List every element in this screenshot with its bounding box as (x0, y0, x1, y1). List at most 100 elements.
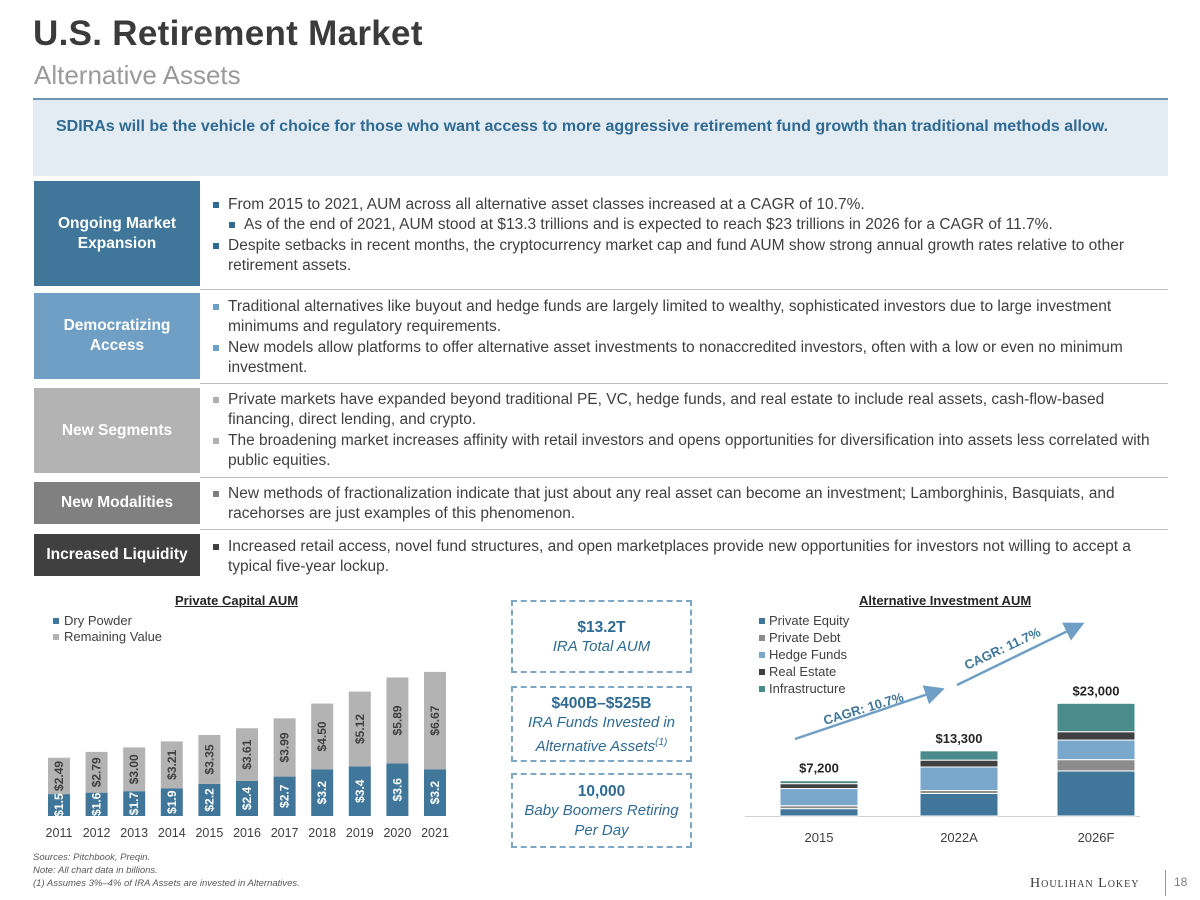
alternative-investment-chart: Private Equity Private Debt Hedge Funds Rea… (745, 613, 1140, 845)
legend-swatch (759, 669, 765, 675)
bar-dry-powder (85, 792, 108, 816)
stat-value: $13.2T (577, 619, 626, 636)
data-label: $3.6 (390, 778, 404, 802)
x-tick-label: 2017 (271, 826, 299, 840)
row-text-new-segments: Private markets have expanded beyond tra… (212, 390, 1162, 471)
page-subtitle: Alternative Assets (34, 60, 241, 90)
bar-dry-powder (48, 794, 70, 816)
x-tick-label: 2021 (421, 826, 449, 840)
row-text-new-modalities: New methods of fractionalization indicat… (212, 484, 1162, 525)
data-label: $2.2 (202, 788, 216, 812)
bar-remaining-value (424, 671, 446, 770)
legend-label: Infrastructure (769, 681, 846, 696)
row-label-increased-liquidity: Increased Liquidity (34, 534, 200, 576)
page-title: U.S. Retirement Market (33, 14, 423, 53)
page-number: 18 (1174, 875, 1188, 889)
x-tick-label: 2015 (805, 830, 834, 845)
data-label: $4.50 (315, 721, 329, 751)
data-label: $1.5 (52, 793, 66, 817)
data-label: $3.2 (315, 781, 329, 805)
bar-remaining-value (236, 728, 258, 781)
row-divider (200, 383, 1168, 384)
cagr-arrow (956, 622, 1085, 687)
bar-remaining-value (123, 747, 146, 792)
x-tick-label: 2019 (346, 826, 374, 840)
legend-swatch (759, 686, 765, 692)
x-tick-label: 2012 (83, 826, 111, 840)
stat-label: IRA Funds Invested in Alternative Assets (527, 714, 676, 755)
bar-segment (919, 766, 999, 792)
data-label: $3.35 (202, 744, 216, 774)
x-tick-label: 2020 (383, 826, 411, 840)
legend-label: Real Estate (769, 664, 836, 679)
bullet: Despite setbacks in recent months, the c… (212, 236, 1162, 277)
bar-segment (1056, 739, 1136, 761)
bar-remaining-value (273, 718, 296, 777)
bar-segment (919, 750, 999, 761)
bar-remaining-value (198, 734, 221, 784)
bar-dry-powder (348, 766, 371, 816)
total-label: $7,200 (799, 761, 839, 776)
row-text-market-expansion: From 2015 to 2021, AUM across all altern… (212, 195, 1162, 276)
bullet: From 2015 to 2021, AUM across all altern… (212, 195, 1162, 215)
bar-dry-powder (198, 783, 221, 816)
data-label: $1.9 (165, 790, 179, 814)
stat-box-ira-aum: $13.2T IRA Total AUM (511, 600, 692, 673)
x-tick-label: 2014 (158, 826, 186, 840)
chart-title-private-capital: Private Capital AUM (175, 593, 299, 608)
legend-label: Hedge Funds (769, 647, 848, 662)
bar-segment (919, 792, 999, 817)
bar-segment (779, 780, 859, 785)
data-label: $3.2 (428, 781, 442, 805)
bar-segment (1056, 759, 1136, 772)
bar-dry-powder (123, 791, 146, 816)
legend-swatch (53, 634, 59, 640)
footnote-note: Note: All chart data in billions. (33, 865, 158, 876)
legend-label: Remaining Value (64, 629, 162, 644)
bar-remaining-value (311, 703, 334, 770)
footnotes: Sources: Pitchbook, Preqin. Note: All ch… (33, 851, 300, 890)
row-divider (200, 477, 1168, 478)
data-label: $6.67 (428, 705, 442, 735)
bar-segment (779, 788, 859, 807)
bar-dry-powder (424, 769, 446, 816)
data-label: $3.61 (240, 739, 254, 769)
data-label: $2.49 (52, 761, 66, 791)
bar-remaining-value (48, 757, 70, 795)
data-label: $3.99 (278, 732, 292, 762)
legend-swatch (759, 635, 765, 641)
data-label: $2.4 (240, 786, 254, 810)
x-tick-label: 2022A (940, 830, 978, 845)
footnote-1: (1) Assumes 3%–4% of IRA Assets are inve… (33, 878, 300, 889)
legend-swatch (53, 618, 59, 624)
legend-label: Dry Powder (64, 613, 133, 628)
bar-remaining-value (160, 741, 183, 789)
stat-box-boomers: 10,000 Baby Boomers Retiring Per Day (511, 773, 692, 848)
bullet: Traditional alternatives like buyout and… (212, 297, 1162, 338)
houlihan-lokey-logo: Houlihan Lokey (1030, 876, 1140, 891)
bar-dry-powder (273, 776, 296, 816)
sub-bullet: As of the end of 2021, AUM stood at $13.… (228, 215, 1162, 235)
legend-swatch (759, 652, 765, 658)
stat-value: $400B–$525B (551, 695, 652, 712)
callout-text: SDIRAs will be the vehicle of choice for… (56, 118, 1109, 135)
x-tick-label: 2011 (46, 826, 73, 840)
legend-swatch (759, 618, 765, 624)
row-text-increased-liquidity: Increased retail access, novel fund stru… (212, 537, 1162, 578)
data-label: $3.4 (353, 779, 367, 803)
stat-label-wrap: IRA Funds Invested in Alternative Assets… (513, 713, 690, 757)
bullet: Increased retail access, novel fund stru… (212, 537, 1162, 578)
stat-box-ira-alternatives: $400B–$525B IRA Funds Invested in Altern… (511, 686, 692, 762)
cagr-arrow (794, 685, 945, 741)
x-tick-label: 2013 (120, 826, 148, 840)
row-divider (200, 529, 1168, 530)
row-label-new-modalities: New Modalities (34, 482, 200, 524)
footnote-sources: Sources: Pitchbook, Preqin. (33, 852, 151, 863)
total-label: $23,000 (1073, 683, 1120, 698)
x-tick-label: 2018 (308, 826, 336, 840)
row-divider (200, 289, 1168, 290)
bar-remaining-value (386, 677, 409, 764)
data-label: $5.89 (390, 705, 404, 735)
legend-label: Private Debt (769, 630, 841, 645)
stat-label: Baby Boomers Retiring Per Day (524, 802, 679, 839)
